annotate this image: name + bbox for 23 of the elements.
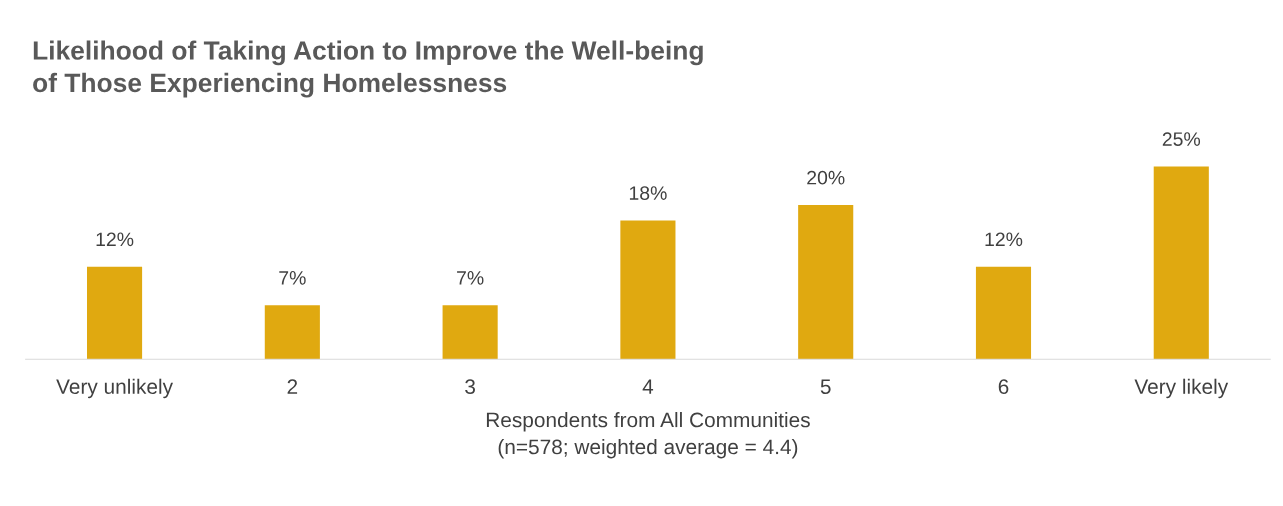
data-label: 18%	[629, 186, 667, 200]
bar	[87, 266, 143, 360]
x-tick-label: 2	[287, 379, 298, 394]
data-label: 12%	[985, 232, 1023, 247]
x-tick-label: Very likely	[1134, 378, 1229, 399]
bar	[975, 266, 1032, 360]
bar	[442, 305, 498, 360]
x-tick-label: 6	[998, 379, 1009, 395]
x-tick-label: 5	[820, 379, 831, 395]
data-label: 25%	[1162, 132, 1201, 146]
x-tick-label: 4	[642, 379, 654, 394]
data-label: 7%	[279, 271, 306, 285]
x-tick-label: Very unlikely	[56, 378, 173, 399]
bar	[798, 205, 854, 360]
x-axis-title: Respondents from All Communities (n=578; weighted average = 4.4)	[486, 412, 810, 459]
data-label: 20%	[807, 170, 845, 185]
data-label: 7%	[457, 271, 484, 285]
bar	[1153, 166, 1209, 360]
bar	[620, 220, 676, 360]
data-label: 12%	[96, 232, 134, 247]
chart-title: Likelihood of Taking Action to Improve the Well-being of Those Experiencing Homelessness	[33, 40, 703, 98]
bar	[264, 305, 320, 360]
x-tick-label: 3	[465, 379, 476, 395]
